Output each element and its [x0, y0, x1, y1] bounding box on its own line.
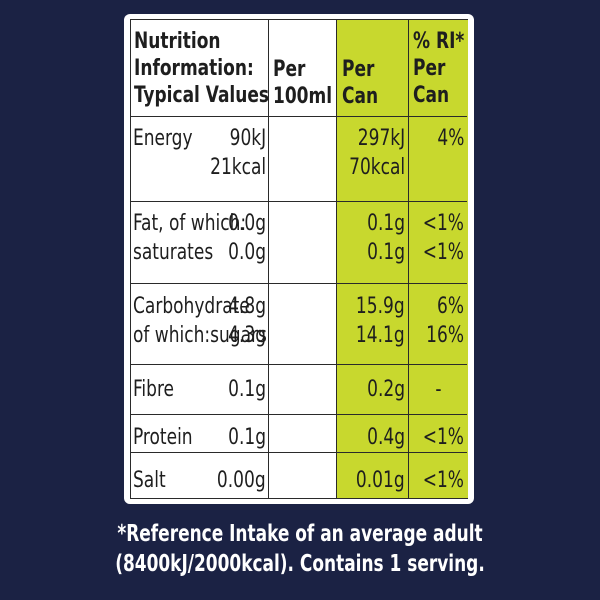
row-divider — [131, 452, 467, 453]
row-divider — [131, 364, 467, 365]
fat-ri: <1% <1% — [422, 211, 464, 265]
row-divider — [131, 116, 467, 117]
row-label-protein: Protein — [133, 425, 193, 450]
protein-per-can: 0.4g — [367, 425, 405, 450]
header-per-can: Per Can — [342, 57, 379, 109]
salt-ri: <1% — [422, 468, 464, 493]
row-label-fat: Fat, of which: saturates — [133, 211, 247, 265]
column-divider — [268, 20, 269, 498]
protein-per-100ml: 0.1g — [228, 425, 266, 450]
row-label-carbohydrate: Carbohydrate of which:sugars — [133, 294, 267, 348]
fat-per-can: 0.1g 0.1g — [367, 211, 405, 265]
header-ri-per-can: % RI* Per Can — [413, 29, 465, 108]
row-divider — [131, 283, 467, 284]
fibre-ri: - — [435, 377, 442, 402]
per-can-highlight — [336, 20, 468, 498]
row-divider — [131, 201, 467, 202]
header-per-100ml: Per 100ml — [273, 57, 333, 109]
row-label-salt: Salt — [133, 468, 166, 493]
energy-per-100ml: 90kJ 21kcal — [209, 126, 266, 180]
nutrition-label: Nutrition Information: Typical Values Pe… — [124, 14, 474, 504]
reference-intake-footnote: *Reference Intake of an average adult (8… — [115, 521, 485, 577]
energy-ri: 4% — [436, 126, 464, 151]
row-divider — [131, 414, 467, 415]
nutrition-table: Nutrition Information: Typical Values Pe… — [130, 19, 468, 499]
fat-per-100ml: 0.0g 0.0g — [228, 211, 266, 265]
header-typical-values: Nutrition Information: Typical Values — [134, 29, 270, 108]
column-divider — [408, 20, 409, 498]
energy-per-can: 297kJ 70kcal — [348, 126, 405, 180]
carbohydrate-ri: 6% 16% — [426, 294, 464, 348]
salt-per-100ml: 0.00g — [217, 468, 266, 493]
column-divider — [336, 20, 337, 498]
carbohydrate-per-100ml: 4.8g 4.3g — [228, 294, 266, 348]
fibre-per-100ml: 0.1g — [228, 377, 266, 402]
row-label-fibre: Fibre — [133, 377, 175, 402]
protein-ri: <1% — [422, 425, 464, 450]
salt-per-can: 0.01g — [356, 468, 405, 493]
row-label-energy: Energy — [133, 126, 193, 151]
fibre-per-can: 0.2g — [367, 377, 405, 402]
carbohydrate-per-can: 15.9g 14.1g — [356, 294, 405, 348]
